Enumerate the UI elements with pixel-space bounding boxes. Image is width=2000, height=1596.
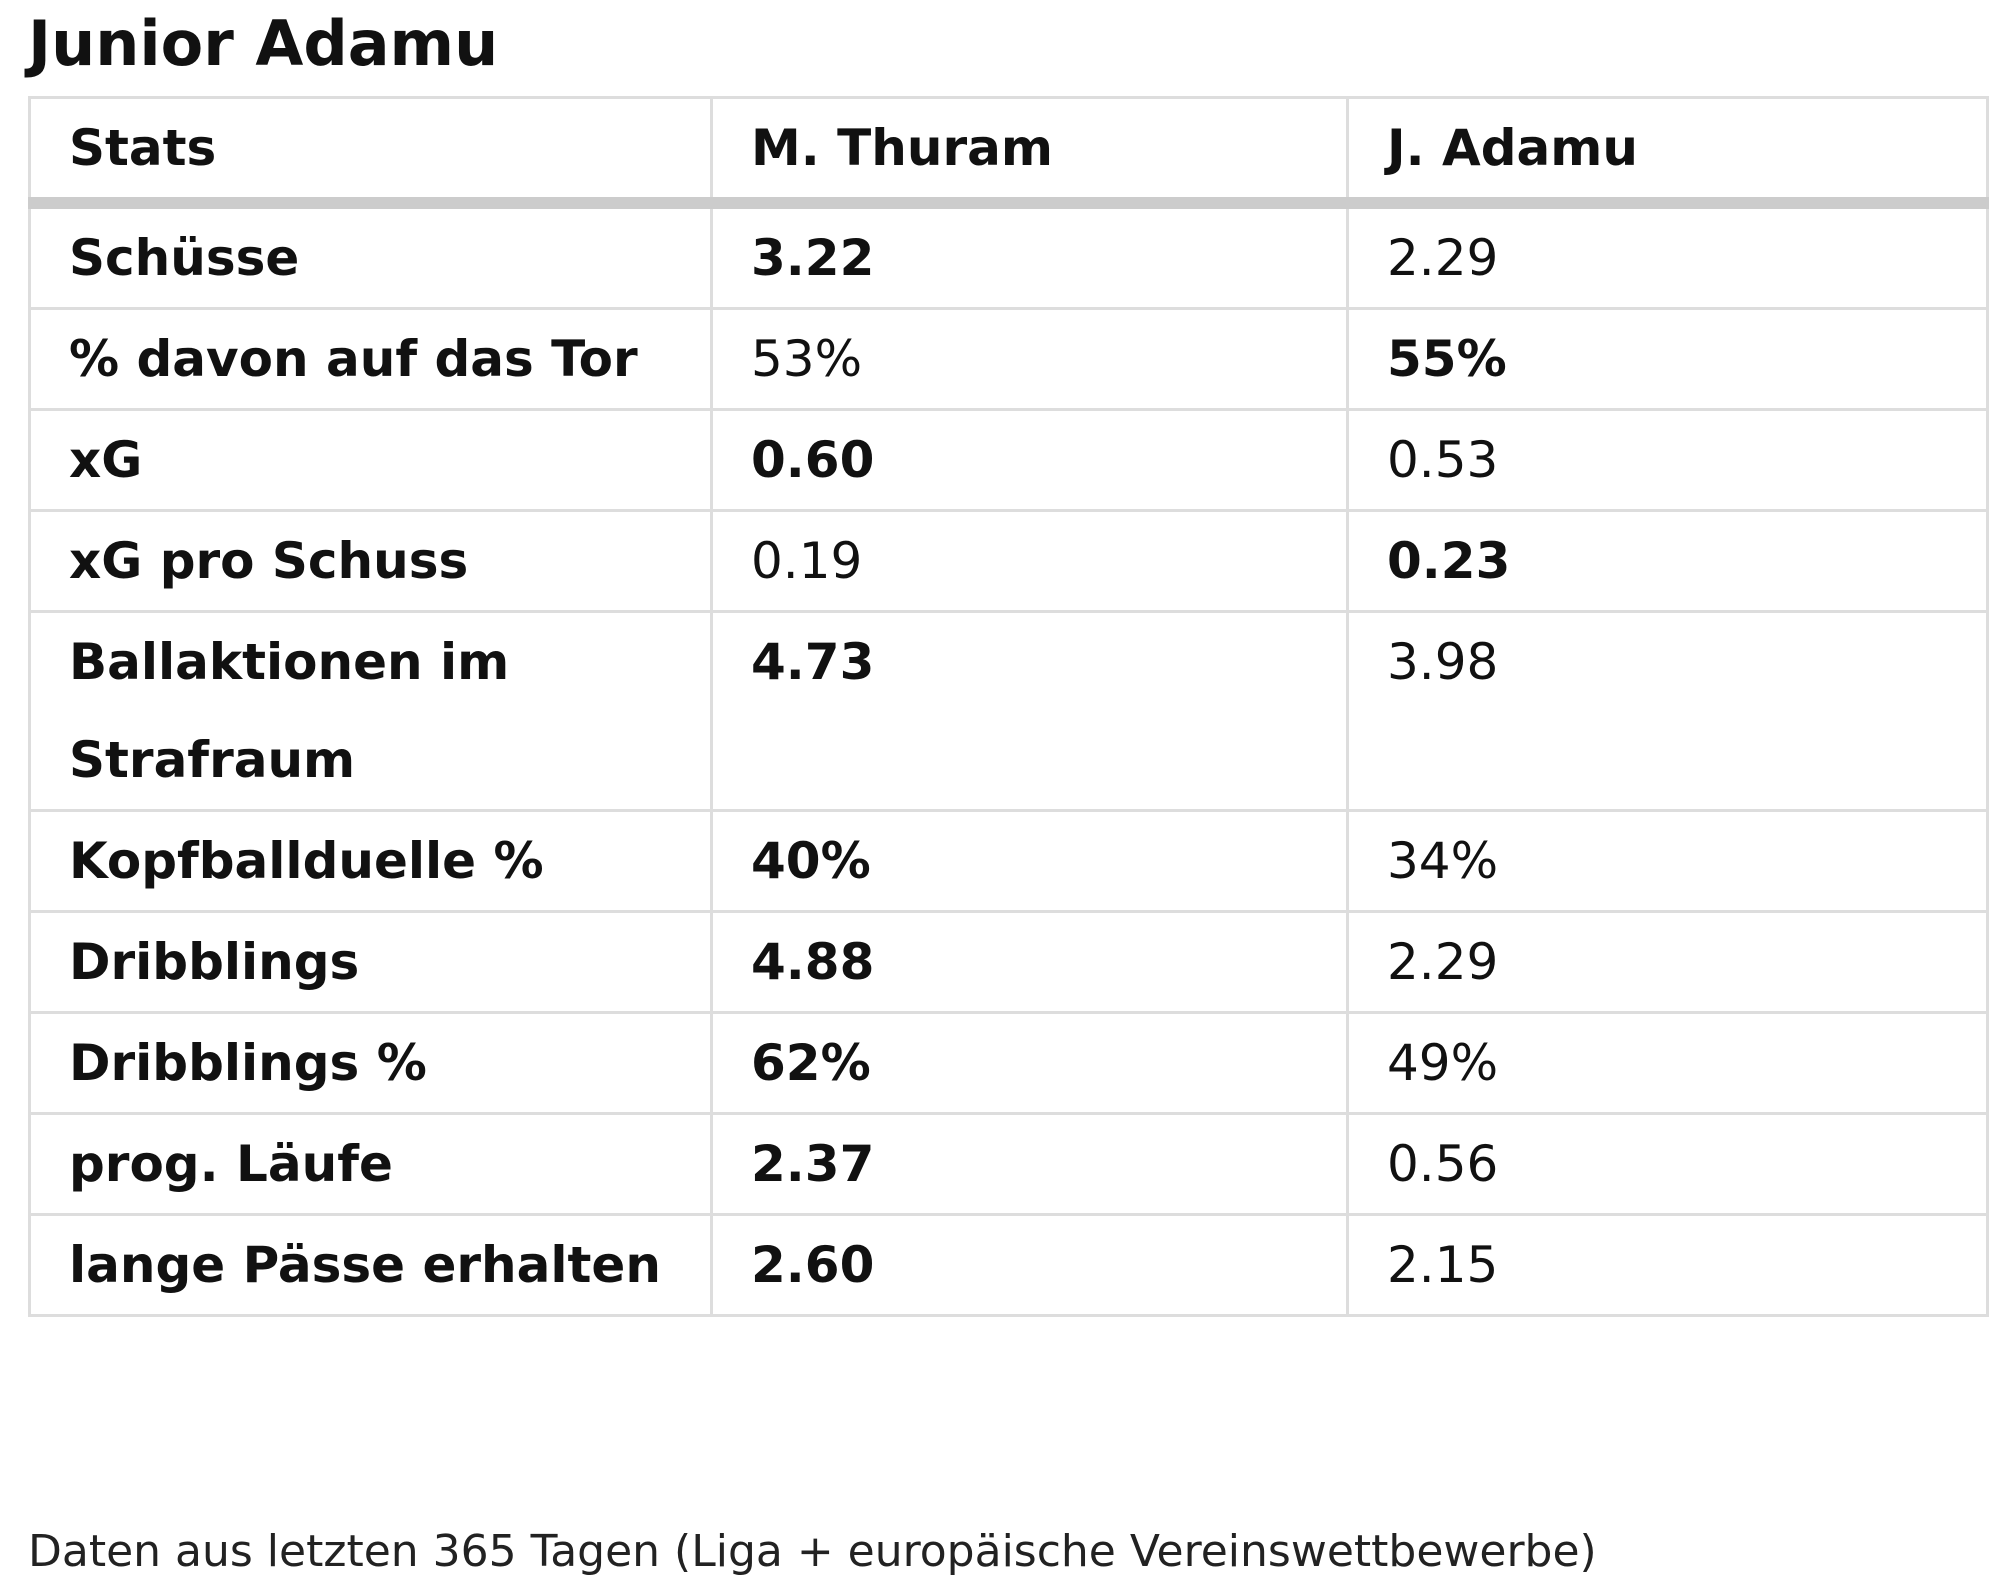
column-header: J. Adamu xyxy=(1346,96,1989,209)
footnote: Daten aus letzten 365 Tagen (Liga + euro… xyxy=(28,1526,1597,1577)
table-row: xG 0.60 0.53 xyxy=(28,408,1989,512)
stat-value: 62% xyxy=(710,1011,1349,1115)
stat-value: 53% xyxy=(710,307,1349,411)
column-header: Stats xyxy=(28,96,713,209)
stat-value: 4.88 xyxy=(710,910,1349,1014)
stat-value: 0.60 xyxy=(710,408,1349,512)
stat-value: 2.37 xyxy=(710,1112,1349,1216)
stat-value: 0.53 xyxy=(1346,408,1989,512)
stat-value: 49% xyxy=(1346,1011,1989,1115)
stat-label: Schüsse xyxy=(28,201,713,310)
column-header: M. Thuram xyxy=(710,96,1349,209)
stat-value: 3.22 xyxy=(710,201,1349,310)
stat-value: 0.56 xyxy=(1346,1112,1989,1216)
stat-value: 0.23 xyxy=(1346,509,1989,613)
header-row: Stats M. Thuram J. Adamu xyxy=(28,96,1989,209)
stat-value: 2.29 xyxy=(1346,910,1989,1014)
stat-value: 3.98 xyxy=(1346,610,1989,812)
table-row: Dribblings 4.88 2.29 xyxy=(28,910,1989,1014)
table-row: prog. Läufe 2.37 0.56 xyxy=(28,1112,1989,1216)
table-row: Ballaktionen im Strafraum 4.73 3.98 xyxy=(28,610,1989,812)
table-row: Kopfballduelle % 40% 34% xyxy=(28,809,1989,913)
stat-value: 34% xyxy=(1346,809,1989,913)
stat-value: 55% xyxy=(1346,307,1989,411)
table-row: Schüsse 3.22 2.29 xyxy=(28,201,1989,310)
stat-label: Ballaktionen im Strafraum xyxy=(28,610,713,812)
title: Junior Adamu xyxy=(28,7,499,80)
stat-value: 40% xyxy=(710,809,1349,913)
stat-label: % davon auf das Tor xyxy=(28,307,713,411)
stat-label: lange Pässe erhalten xyxy=(28,1213,713,1317)
stat-label: prog. Läufe xyxy=(28,1112,713,1216)
stat-label: Dribblings xyxy=(28,910,713,1014)
table-row: % davon auf das Tor 53% 55% xyxy=(28,307,1989,411)
stat-value: 2.15 xyxy=(1346,1213,1989,1317)
table-row: lange Pässe erhalten 2.60 2.15 xyxy=(28,1213,1989,1317)
stat-value: 2.29 xyxy=(1346,201,1989,310)
stat-label: Dribblings % xyxy=(28,1011,713,1115)
stats-table: Stats M. Thuram J. Adamu Schüsse 3.22 2.29% … xyxy=(28,96,1989,1317)
table-row: Dribblings % 62% 49% xyxy=(28,1011,1989,1115)
stat-value: 0.19 xyxy=(710,509,1349,613)
table-row: xG pro Schuss 0.19 0.23 xyxy=(28,509,1989,613)
stat-value: 4.73 xyxy=(710,610,1349,812)
stat-label: xG xyxy=(28,408,713,512)
stat-value: 2.60 xyxy=(710,1213,1349,1317)
stat-label: Kopfballduelle % xyxy=(28,809,713,913)
stat-label: xG pro Schuss xyxy=(28,509,713,613)
